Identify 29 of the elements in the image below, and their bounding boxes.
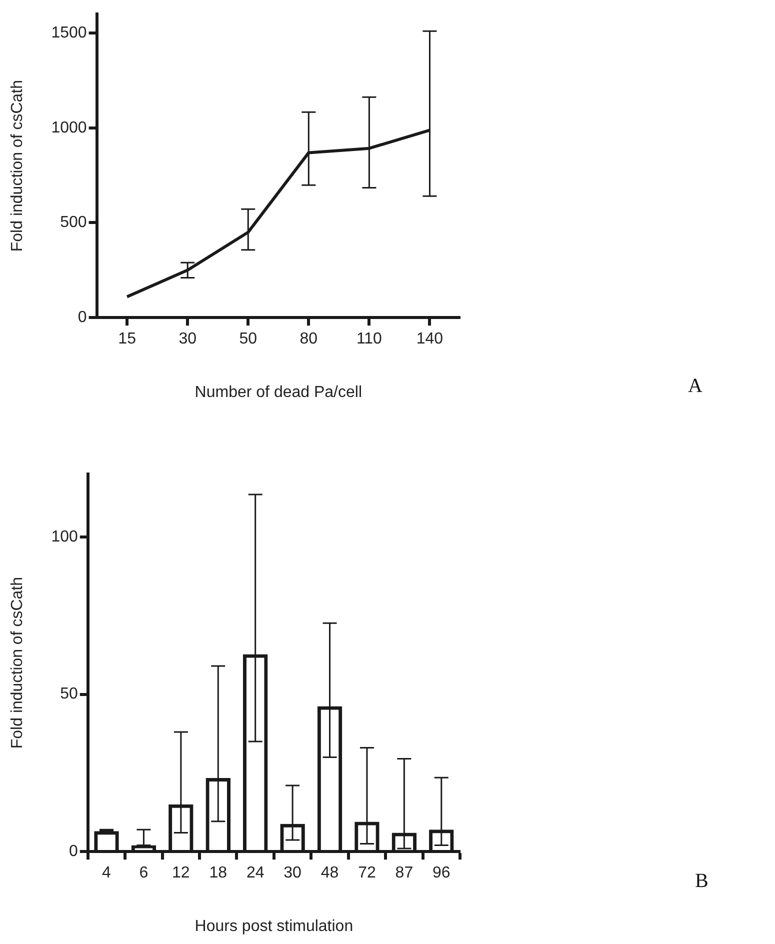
y-axis-title: Fold induction of csCath	[9, 80, 26, 252]
text: A	[688, 375, 702, 398]
x-tick-label: 6	[139, 864, 148, 882]
x-tick-label: 110	[356, 330, 382, 348]
x-tick-label: 24	[246, 864, 264, 882]
x-tick-label: 30	[284, 864, 302, 882]
x-tick-label: 12	[172, 864, 190, 882]
x-tick-label: 4	[102, 864, 112, 882]
y-tick-label: 100	[51, 528, 78, 546]
x-tick-label: 15	[118, 330, 136, 348]
y-axis-title: Fold induction of csCath	[9, 576, 26, 749]
y-tick-label: 1000	[51, 119, 87, 136]
y-tick-label: 0	[68, 843, 78, 860]
x-tick-label: 18	[209, 864, 228, 882]
x-tick-label: 80	[300, 330, 318, 348]
y-tick-label: 500	[60, 214, 87, 232]
x-tick-label: 48	[320, 864, 339, 882]
y-tick-label: 50	[60, 686, 78, 703]
x-tick-label: 30	[178, 330, 197, 348]
text: B	[695, 870, 708, 893]
x-axis-title: Hours post stimulation	[194, 918, 354, 935]
x-tick-label: 72	[358, 864, 376, 882]
x-axis-title: Number of dead Pa/cell	[194, 384, 362, 401]
x-tick-label: 50	[239, 330, 258, 348]
x-tick-label: 87	[395, 864, 414, 882]
y-tick-label: 0	[78, 309, 87, 326]
x-tick-label: 96	[432, 864, 450, 882]
y-tick-label: 1500	[51, 24, 87, 42]
x-tick-label: 140	[416, 330, 444, 348]
